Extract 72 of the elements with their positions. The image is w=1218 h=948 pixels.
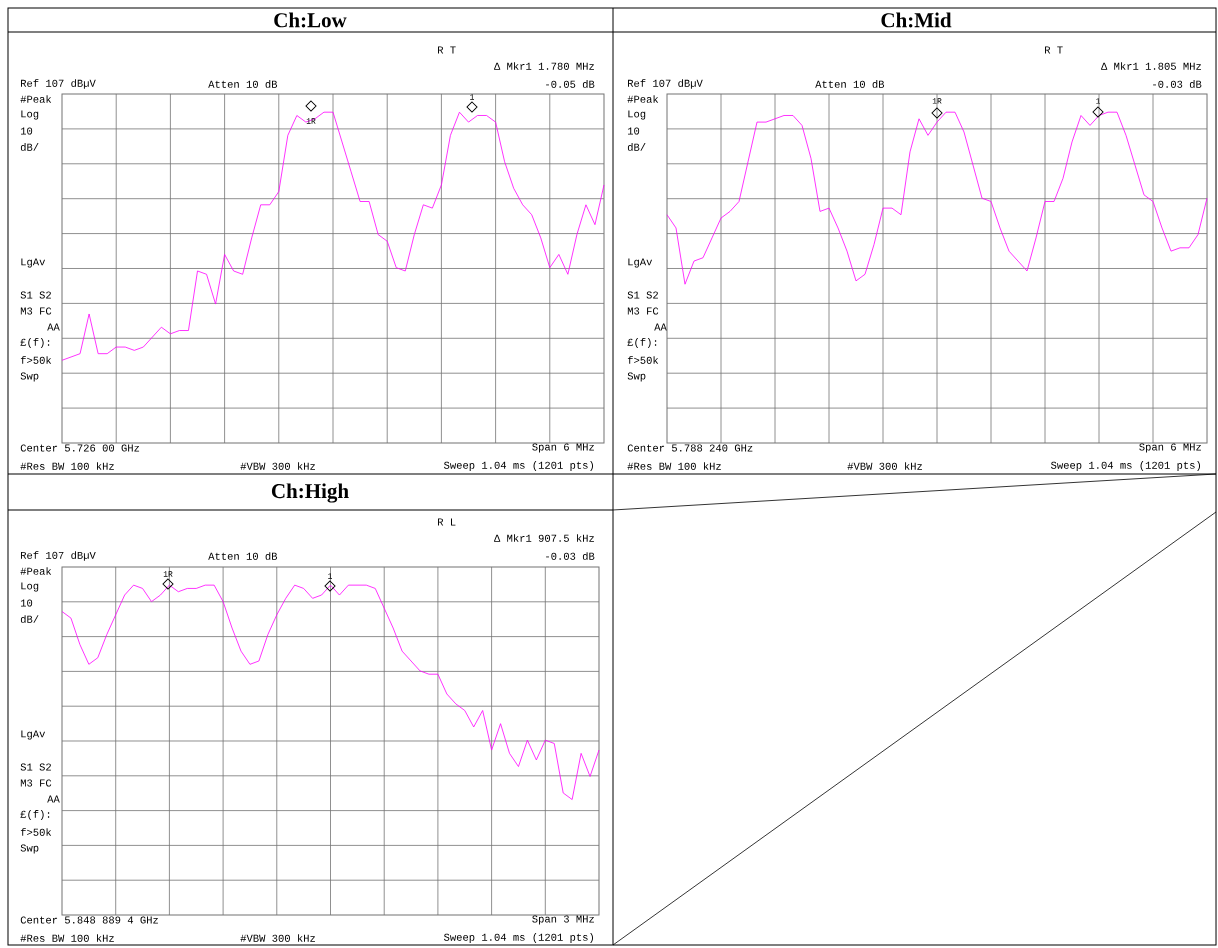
text: AA xyxy=(47,323,60,331)
text: Center 5.848 889 4 GHz xyxy=(20,916,158,924)
text: 1 xyxy=(1096,98,1101,104)
text: #VBW 300 kHz xyxy=(240,934,315,942)
text: #Res BW 100 kHz xyxy=(627,462,721,470)
text: #Peak xyxy=(627,95,659,103)
text: £(f): xyxy=(20,810,50,820)
text: Span 6 MHz xyxy=(532,443,594,453)
text: M3 FC xyxy=(20,779,52,787)
text: 10 xyxy=(20,127,33,135)
text: #Res BW 100 kHz xyxy=(20,462,114,470)
text: -0.05 dB xyxy=(546,80,595,88)
text: dB/ xyxy=(627,143,646,151)
text: f>50k xyxy=(20,356,52,364)
text: Ref 107 dBµV xyxy=(21,551,96,561)
text: Swp xyxy=(20,372,39,382)
text: Ref 107 dBµV xyxy=(21,79,96,89)
text: #VBW 300 kHz xyxy=(847,462,922,470)
text: Sweep 1.04 ms (1201 pts) xyxy=(1051,461,1201,471)
text: -0.03 dB xyxy=(546,552,595,560)
text: #VBW 300 kHz xyxy=(240,462,315,470)
text: Ref 107 dBµV xyxy=(628,79,703,89)
text: Log xyxy=(21,110,39,120)
text: AA xyxy=(654,323,667,331)
text: #Peak xyxy=(20,95,52,103)
text: Swp xyxy=(20,844,39,854)
text: 10 xyxy=(20,599,33,607)
text: Δ Mkr1 1.780 MHz xyxy=(494,62,594,70)
text: S1 S2 xyxy=(20,763,51,771)
text: Span 6 MHz xyxy=(1139,443,1201,453)
chart-title: Ch:High xyxy=(271,483,349,503)
text: Sweep 1.04 ms (1201 pts) xyxy=(443,933,594,943)
text: 1R xyxy=(163,571,173,577)
chart-title: Ch:Low xyxy=(274,12,347,28)
annotation: 1R xyxy=(306,118,316,124)
text: Atten 10 dB xyxy=(208,80,278,88)
text: R T xyxy=(438,46,456,54)
chart-title: Ch:Mid xyxy=(881,12,952,28)
text: S1 S2 xyxy=(20,291,51,299)
text: #Res BW 100 kHz xyxy=(20,934,114,942)
text: f>50k xyxy=(20,828,52,836)
text: M3 FC xyxy=(20,307,52,315)
text: LgAv xyxy=(628,258,653,268)
text: AA xyxy=(47,795,60,803)
text: #Peak xyxy=(20,567,52,575)
text: R T xyxy=(1045,46,1063,54)
text: 1R xyxy=(932,98,942,104)
text: Atten 10 dB xyxy=(208,552,278,560)
text: £(f): xyxy=(627,338,657,348)
text: 10 xyxy=(627,127,640,135)
text: S1 S2 xyxy=(627,291,658,299)
text: Log xyxy=(628,110,646,120)
text: M3 FC xyxy=(627,307,659,315)
text: Δ Mkr1 1.805 MHz xyxy=(1101,62,1201,70)
text: Span 3 MHz xyxy=(532,915,594,925)
text: Center 5.726 00 GHz xyxy=(20,444,140,452)
text: dB/ xyxy=(20,143,39,151)
text: 1 xyxy=(328,573,333,579)
text: LgAv xyxy=(21,258,46,268)
text: Log xyxy=(21,582,39,592)
text: Atten 10 dB xyxy=(815,80,885,88)
text: -0.03 dB xyxy=(1153,80,1202,88)
text: £(f): xyxy=(20,338,50,348)
text: dB/ xyxy=(20,615,39,623)
text: Swp xyxy=(627,372,646,382)
text: R L xyxy=(438,518,456,526)
text: f>50k xyxy=(627,356,659,364)
text: LgAv xyxy=(21,730,46,740)
text: Δ Mkr1 907.5 kHz xyxy=(494,534,594,542)
text: Center 5.788 240 GHz xyxy=(627,444,753,452)
text: Sweep 1.04 ms (1201 pts) xyxy=(443,461,594,471)
text: 1 xyxy=(470,94,475,100)
